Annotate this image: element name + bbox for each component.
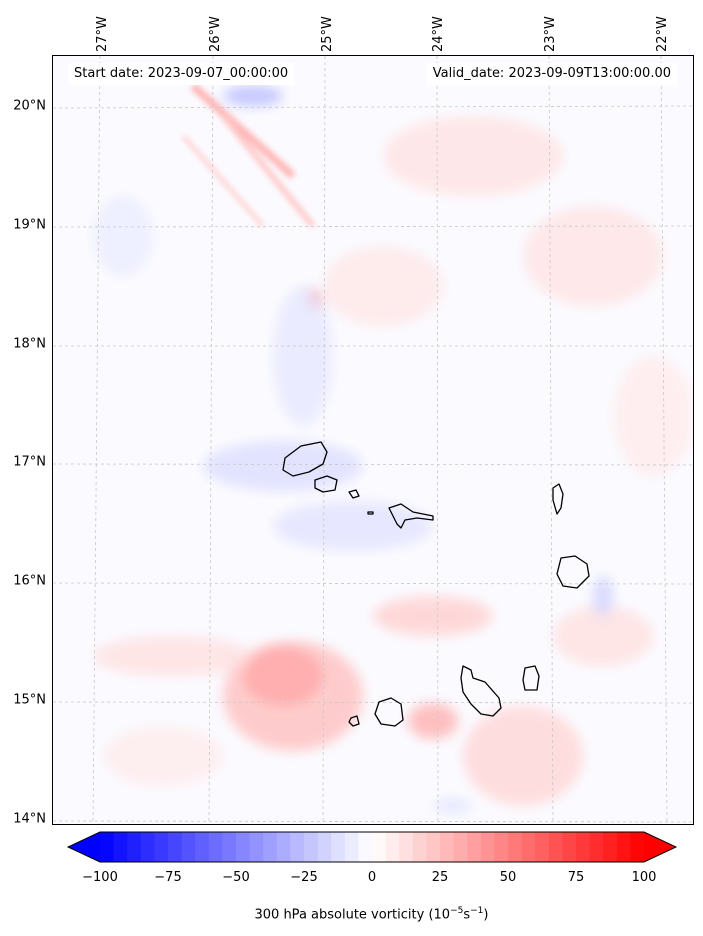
island-fogo [374, 697, 404, 727]
lat-label-19n: 19°N [13, 217, 46, 233]
colorbar-tick: −100 [82, 870, 118, 885]
colorbar-cell [603, 832, 618, 862]
colorbar-cell [440, 832, 455, 862]
colorbar-cell [331, 832, 346, 862]
colorbar-cell [154, 832, 169, 862]
colorbar-cell [317, 832, 332, 862]
colorbar-tick: 0 [367, 870, 377, 885]
colorbar-cell [290, 832, 305, 862]
colorbar-cell [385, 832, 400, 862]
colorbar-cell [480, 832, 495, 862]
island-branco [367, 511, 374, 515]
colorbar-cells [68, 832, 676, 862]
positive-vorticity-areas [93, 116, 693, 806]
lat-label-15n: 15°N [13, 692, 46, 708]
lat-label-17n: 17°N [13, 454, 46, 470]
colorbar-label-exp2: −1 [470, 906, 484, 916]
colorbar-cell [222, 832, 237, 862]
lat-label-16n: 16°N [13, 573, 46, 589]
colorbar-cell [494, 832, 509, 862]
valid-date-annotation: Valid_date: 2023-09-09T13:00:00.00 [426, 63, 677, 85]
lon-label-25w: 25°W [320, 16, 335, 52]
lon-label-27w: 27°W [95, 16, 110, 52]
colorbar-cell [113, 832, 128, 862]
map-panel [52, 55, 694, 825]
island-boa-vista [556, 555, 590, 589]
colorbar-cell [399, 832, 414, 862]
colorbar-cell [249, 832, 264, 862]
lat-label-18n: 18°N [13, 336, 46, 352]
colorbar-cell [276, 832, 291, 862]
colorbar-tick: −25 [290, 870, 318, 885]
colorbar [66, 831, 678, 863]
colorbar-cell [140, 832, 155, 862]
colorbar-label-exp: −5 [450, 906, 464, 916]
colorbar-tick: −75 [154, 870, 182, 885]
colorbar-extend-max [644, 832, 676, 862]
colorbar-label-end: ) [483, 907, 489, 923]
colorbar-tick: 50 [499, 870, 517, 885]
colorbar-cell [263, 832, 278, 862]
colorbar-cell [127, 832, 142, 862]
field-background [53, 56, 693, 824]
colorbar-cell [535, 832, 550, 862]
colorbar-cell [508, 832, 523, 862]
colorbar-cell [168, 832, 183, 862]
colorbar-cell [195, 832, 210, 862]
colorbar-tick: 25 [431, 870, 449, 885]
colorbar-cell [412, 832, 427, 862]
island-santiago [460, 665, 502, 717]
lon-label-22w: 22°W [655, 16, 670, 52]
colorbar-cell [208, 832, 223, 862]
positive-streaks [181, 83, 316, 228]
colorbar-cell [630, 832, 645, 862]
colorbar-outline [66, 831, 678, 863]
map-gridlines [53, 56, 693, 824]
island-maio [522, 665, 540, 691]
vorticity-field [53, 56, 693, 824]
colorbar-cell [616, 832, 631, 862]
colorbar-cell [236, 832, 251, 862]
island-brava [348, 715, 360, 727]
colorbar-cell [100, 832, 115, 862]
colorbar-cell [358, 832, 373, 862]
island-sal [552, 483, 564, 515]
lon-label-23w: 23°W [543, 16, 558, 52]
colorbar-cell [576, 832, 591, 862]
island-santo-antao [282, 441, 328, 477]
island-santa-luzia [348, 489, 360, 499]
lon-label-26w: 26°W [208, 16, 223, 52]
colorbar-cell [453, 832, 468, 862]
coastlines [282, 441, 590, 727]
colorbar-tick: 75 [567, 870, 585, 885]
colorbar-cell [426, 832, 441, 862]
colorbar-label: 300 hPa absolute vorticity (10−5s−1) [0, 906, 703, 922]
colorbar-cell [548, 832, 563, 862]
colorbar-cell [372, 832, 387, 862]
colorbar-cell [589, 832, 604, 862]
colorbar-cell [344, 832, 359, 862]
island-sao-nicolau [388, 503, 434, 529]
colorbar-extend-min [68, 832, 100, 862]
colorbar-label-mid: s [463, 907, 471, 923]
colorbar-label-text: 300 hPa absolute vorticity (10 [254, 907, 451, 923]
island-sao-vicente [314, 475, 338, 493]
colorbar-tick: 100 [631, 870, 657, 885]
colorbar-cell [181, 832, 196, 862]
start-date-annotation: Start date: 2023-09-07_00:00:00 [68, 63, 295, 85]
lat-label-14n: 14°N [13, 811, 46, 827]
colorbar-cell [521, 832, 536, 862]
colorbar-tick: −50 [222, 870, 250, 885]
lat-label-20n: 20°N [13, 98, 46, 114]
colorbar-cell [467, 832, 482, 862]
lon-label-24w: 24°W [431, 16, 446, 52]
colorbar-cell [304, 832, 319, 862]
colorbar-cell [562, 832, 577, 862]
negative-vorticity-areas [93, 86, 613, 814]
